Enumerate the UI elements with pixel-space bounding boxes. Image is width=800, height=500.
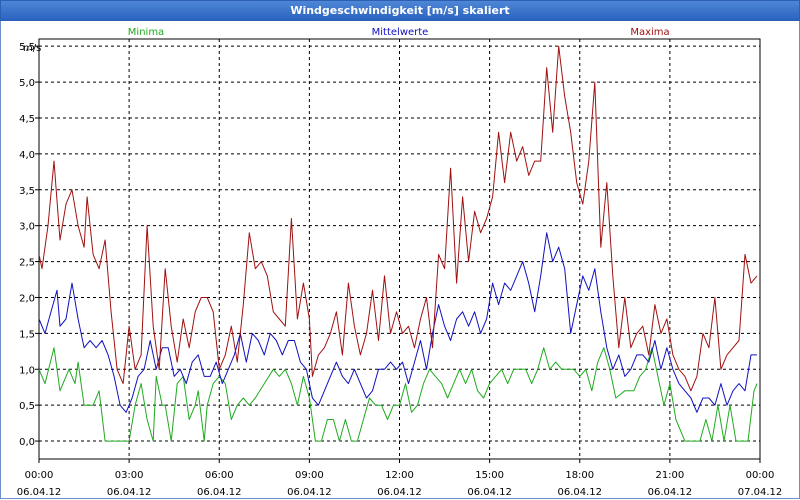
x-tick-time: 18:00 [565,470,594,481]
y-tick-label: 1,0 [19,365,35,376]
legend: Minima Mittelwerte Maxima [128,27,670,38]
x-tick-date: 06.04.12 [467,487,512,498]
x-tick-time: 21:00 [655,470,684,481]
x-tick-time: 12:00 [385,470,414,481]
x-tick-time: 00:00 [25,470,54,481]
legend-maxima: Maxima [630,27,669,38]
y-tick-label: 4,0 [19,150,35,161]
x-tick-date: 06.04.12 [377,487,422,498]
legend-minima: Minima [128,27,164,38]
y-tick-label: 2,0 [19,293,35,304]
y-tick-label: 3,5 [19,186,35,197]
y-tick-label: 5,0 [19,78,35,89]
y-tick-label: 1,5 [19,329,35,340]
x-tick-time: 06:00 [205,470,234,481]
x-tick-date: 07.04.12 [738,487,783,498]
x-tick-date: 06.04.12 [107,487,152,498]
x-tick-time: 09:00 [295,470,324,481]
grid-lines [39,39,760,459]
y-axis-unit: m/s [23,43,41,54]
x-tick-time: 15:00 [475,470,504,481]
series-line-maxima [38,45,758,392]
y-axis-ticks: 0,0 0,5 1,0 1,5 2,0 2,5 3,0 3,5 4,0 4,5 5,0 5,5 [19,42,39,448]
y-tick-label: 0,0 [19,437,35,448]
x-tick-time: 00:00 [746,470,775,481]
x-tick-date: 06.04.12 [557,487,602,498]
x-tick-date: 06.04.12 [197,487,242,498]
window-title: Windgeschwindigkeit [m/s] skaliert [0,0,800,21]
y-tick-label: 4,5 [19,114,35,125]
y-tick-label: 2,5 [19,258,35,269]
series-line-minima [38,347,758,442]
x-axis-ticks: 00:00 06.04.12 03:00 06.04.12 06:00 06.04.12 0… [17,459,783,498]
series-lines [38,45,758,442]
y-tick-label: 0,5 [19,401,35,412]
y-tick-label: 5,5 [19,42,35,53]
legend-mittelwerte: Mittelwerte [372,27,429,38]
y-tick-label: 3,0 [19,222,35,233]
x-tick-date: 06.04.12 [287,487,332,498]
x-tick-time: 03:00 [115,470,144,481]
x-tick-date: 06.04.12 [648,487,693,498]
x-tick-date: 06.04.12 [17,487,62,498]
series-line-mittelwerte [38,232,757,413]
